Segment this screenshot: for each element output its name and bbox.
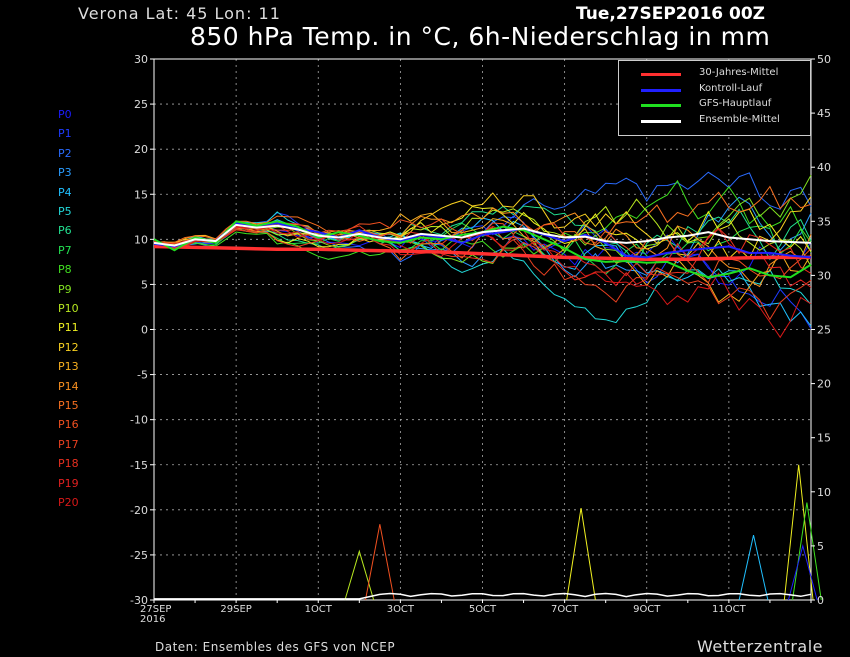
legend-item: Ensemble-Mittel <box>619 114 810 129</box>
legend-label: Kontroll-Lauf <box>699 82 763 94</box>
tick-label-left: -10 <box>130 414 148 427</box>
tick-label-left: 15 <box>134 188 148 201</box>
tick-label-bottom: 2016 <box>140 614 165 625</box>
brand-label: Wetterzentrale <box>697 637 824 656</box>
main-temp-lines <box>153 220 812 279</box>
member-label-p5: P5 <box>58 205 72 218</box>
tick-label-right: 25 <box>817 324 831 337</box>
member-label-p4: P4 <box>58 185 72 199</box>
tick-label-right: 35 <box>817 215 831 228</box>
chart-legend: 30-Jahres-Mittel Kontroll-Lauf GFS-Hauptla… <box>618 60 811 136</box>
member-label-p0: P0 <box>58 108 72 121</box>
data-source: Daten: Ensembles des GFS von NCEP <box>155 640 396 654</box>
member-line-p5 <box>153 211 812 324</box>
tick-label-left: -5 <box>137 369 148 382</box>
legend-swatch <box>641 73 681 76</box>
axis-ticks: 302520151050-5-10-15-20-25-3050454035302… <box>130 53 831 625</box>
precip-mean-line <box>154 592 812 600</box>
member-line-p17 <box>153 225 812 321</box>
legend-swatch <box>641 104 681 107</box>
tick-label-left: -25 <box>130 549 148 562</box>
legend-label: Ensemble-Mittel <box>699 113 780 125</box>
station-info: Verona Lat: 45 Lon: 11 <box>78 4 281 23</box>
member-label-p7: P7 <box>58 243 72 257</box>
member-label-p1: P1 <box>58 127 72 141</box>
tick-label-right: 15 <box>817 432 831 445</box>
tick-label-left: -15 <box>130 459 148 472</box>
member-label-p12: P12 <box>58 340 79 354</box>
tick-label-left: 20 <box>134 143 148 156</box>
member-label-p10: P10 <box>58 302 79 315</box>
member-label-p11: P11 <box>58 321 79 335</box>
tick-label-bottom: 5OCT <box>469 604 497 615</box>
chart-grid <box>154 59 811 600</box>
member-label-p6: P6 <box>58 224 72 238</box>
legend-swatch <box>641 119 681 123</box>
tick-label-bottom: 9OCT <box>633 604 661 615</box>
member-line-p18 <box>153 224 812 281</box>
tick-label-bottom: 11OCT <box>712 604 747 615</box>
precip-spike <box>364 524 395 601</box>
chart-title: 850 hPa Temp. in °C, 6h-Niederschlag in … <box>190 22 771 51</box>
member-label-p20: P20 <box>58 496 79 509</box>
precip-spike <box>344 549 375 601</box>
run-date: Tue,27SEP2016 00Z <box>576 4 766 24</box>
member-label-p18: P18 <box>58 457 79 471</box>
member-label-p8: P8 <box>58 263 72 277</box>
tick-label-left: 5 <box>141 278 148 291</box>
tick-label-right: 45 <box>817 107 831 120</box>
tick-label-right: 40 <box>817 161 831 174</box>
tick-label-right: 30 <box>817 269 831 282</box>
legend-label: 30-Jahres-Mittel <box>699 67 779 78</box>
tick-label-bottom: 3OCT <box>387 604 415 615</box>
tick-label-left: -30 <box>130 594 148 607</box>
series-mean <box>153 223 812 247</box>
legend-item: Kontroll-Lauf <box>619 83 810 98</box>
tick-label-bottom: 7OCT <box>551 604 579 615</box>
tick-label-right: 20 <box>817 378 831 391</box>
tick-label-right: 5 <box>817 540 824 553</box>
tick-label-left: -20 <box>130 504 148 517</box>
member-label-p17: P17 <box>58 437 79 451</box>
member-label-p2: P2 <box>58 146 72 160</box>
member-label-p16: P16 <box>58 418 79 432</box>
member-label-p15: P15 <box>58 399 79 412</box>
member-label-p14: P14 <box>58 379 79 393</box>
series-climatology <box>153 244 811 261</box>
tick-label-left: 10 <box>134 233 148 246</box>
tick-label-left: 30 <box>134 53 148 66</box>
member-label-p3: P3 <box>58 166 72 180</box>
tick-label-left: 0 <box>141 324 148 337</box>
precip-spike <box>566 507 596 601</box>
tick-label-right: 10 <box>817 486 831 499</box>
tick-label-bottom: 27SEP <box>140 604 171 615</box>
member-label-p13: P13 <box>58 360 79 374</box>
legend-label: GFS-Hauptlauf <box>699 98 772 109</box>
member-label-p9: P9 <box>58 282 72 296</box>
legend-swatch <box>641 88 681 92</box>
legend-item: GFS-Hauptlauf <box>619 98 810 113</box>
precip-spike <box>783 464 814 601</box>
tick-label-left: 25 <box>134 98 148 111</box>
precip-spike <box>787 543 818 601</box>
precip-spike <box>738 534 769 601</box>
tick-label-bottom: 1OCT <box>305 604 333 615</box>
tick-label-right: 50 <box>817 53 831 66</box>
member-label-p19: P19 <box>58 476 79 490</box>
tick-label-bottom: 29SEP <box>220 604 251 615</box>
precip-lines <box>154 464 822 601</box>
member-line-p8 <box>153 179 812 260</box>
legend-item: 30-Jahres-Mittel <box>619 67 810 82</box>
tick-label-right: 0 <box>817 594 824 607</box>
